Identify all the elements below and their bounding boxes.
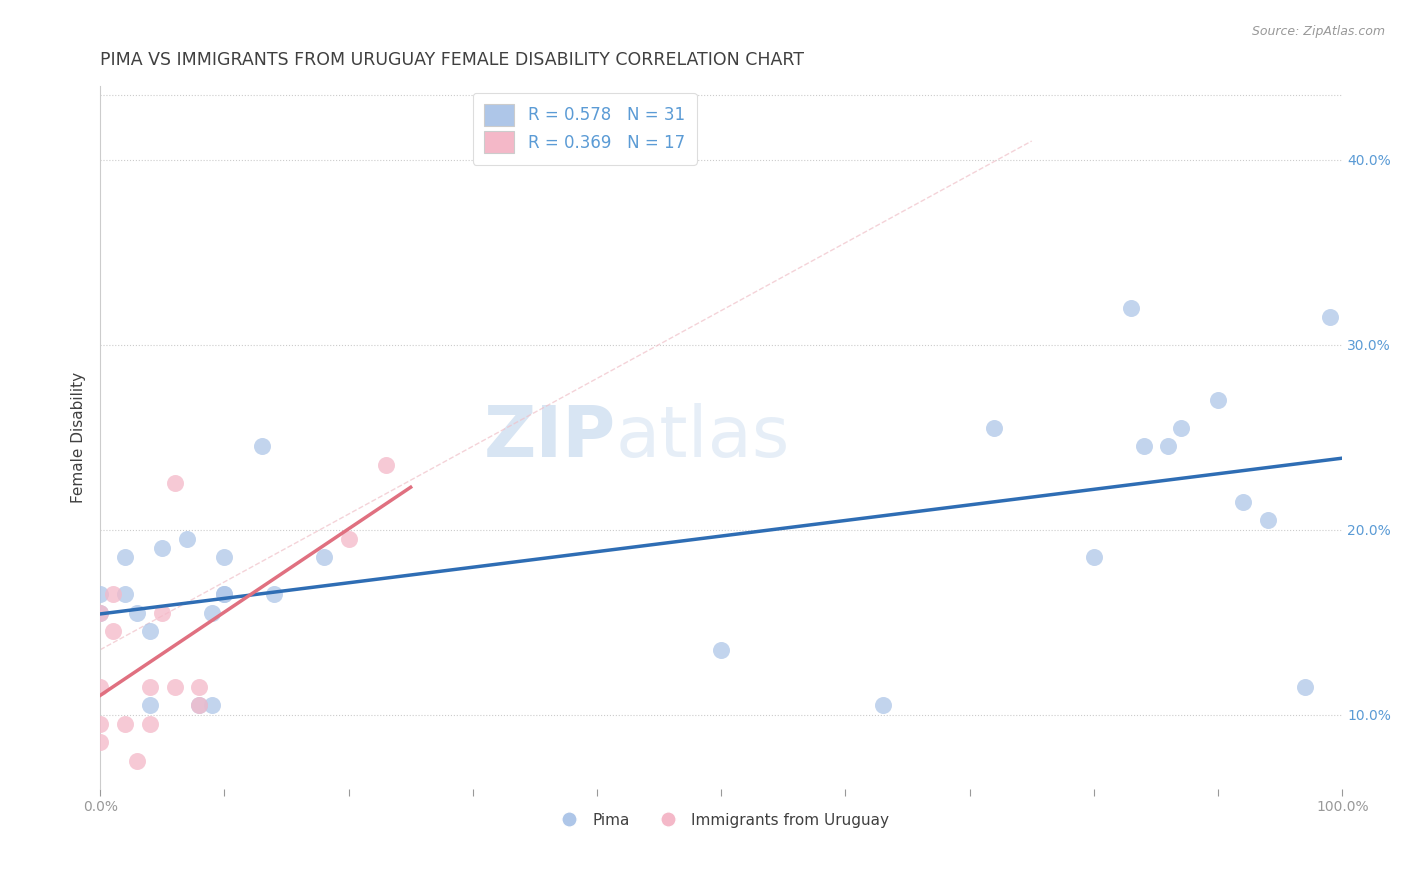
Text: ZIP: ZIP xyxy=(484,402,616,472)
Point xyxy=(188,698,211,713)
Point xyxy=(114,716,136,731)
Point xyxy=(250,439,273,453)
Point xyxy=(150,606,173,620)
Point xyxy=(139,624,162,639)
Point xyxy=(1319,310,1341,324)
Point xyxy=(114,550,136,565)
Point xyxy=(1083,550,1105,565)
Point xyxy=(337,532,360,546)
Point xyxy=(89,606,111,620)
Point xyxy=(89,587,111,601)
Text: PIMA VS IMMIGRANTS FROM URUGUAY FEMALE DISABILITY CORRELATION CHART: PIMA VS IMMIGRANTS FROM URUGUAY FEMALE D… xyxy=(100,51,804,69)
Point xyxy=(139,698,162,713)
Point xyxy=(214,587,236,601)
Legend: Pima, Immigrants from Uruguay: Pima, Immigrants from Uruguay xyxy=(548,806,894,834)
Point xyxy=(201,606,224,620)
Point xyxy=(1119,301,1142,315)
Point xyxy=(127,606,149,620)
Point xyxy=(312,550,335,565)
Point xyxy=(201,698,224,713)
Y-axis label: Female Disability: Female Disability xyxy=(72,371,86,502)
Point xyxy=(139,716,162,731)
Point xyxy=(1294,680,1316,694)
Point xyxy=(176,532,198,546)
Point xyxy=(188,698,211,713)
Point xyxy=(139,680,162,694)
Point xyxy=(1232,495,1254,509)
Point xyxy=(163,680,186,694)
Point xyxy=(263,587,285,601)
Point xyxy=(1170,421,1192,435)
Point xyxy=(101,587,124,601)
Point xyxy=(1157,439,1180,453)
Text: Source: ZipAtlas.com: Source: ZipAtlas.com xyxy=(1251,25,1385,38)
Point xyxy=(114,587,136,601)
Point xyxy=(1206,392,1229,407)
Point xyxy=(1257,513,1279,527)
Point xyxy=(89,716,111,731)
Text: atlas: atlas xyxy=(616,402,790,472)
Point xyxy=(872,698,894,713)
Point xyxy=(101,624,124,639)
Point xyxy=(1132,439,1154,453)
Point xyxy=(89,735,111,749)
Point xyxy=(214,587,236,601)
Point xyxy=(89,606,111,620)
Point xyxy=(188,680,211,694)
Point xyxy=(214,550,236,565)
Point xyxy=(374,458,396,472)
Point xyxy=(163,476,186,491)
Point xyxy=(710,642,733,657)
Point xyxy=(983,421,1005,435)
Point xyxy=(127,754,149,768)
Point xyxy=(150,541,173,555)
Point xyxy=(89,680,111,694)
